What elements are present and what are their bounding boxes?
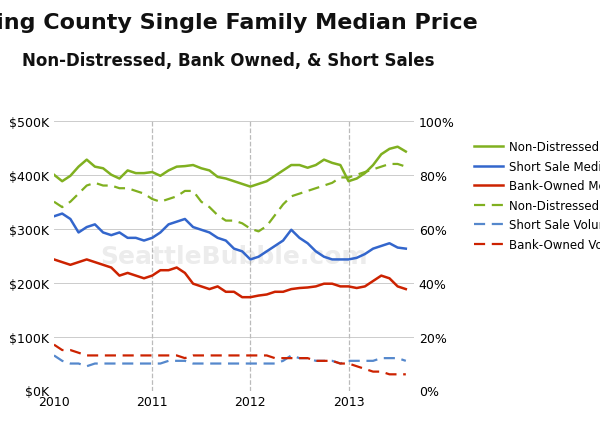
- Legend: Non-Distressed Median, Short Sale Median, Bank-Owned Median, Non-Distressed Volu: Non-Distressed Median, Short Sale Median…: [474, 141, 600, 251]
- Text: SeattleBubble.com: SeattleBubble.com: [100, 244, 368, 268]
- Text: King County Single Family Median Price: King County Single Family Median Price: [0, 13, 478, 33]
- Text: Non-Distressed, Bank Owned, & Short Sales: Non-Distressed, Bank Owned, & Short Sale…: [22, 52, 434, 70]
